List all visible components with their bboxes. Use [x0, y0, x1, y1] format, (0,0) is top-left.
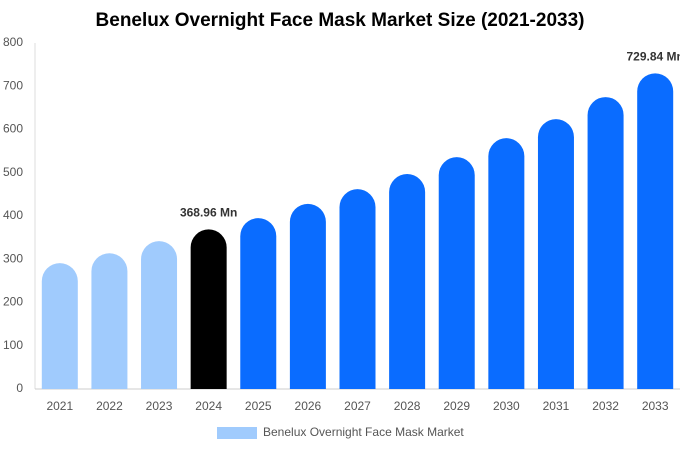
bar: [190, 229, 227, 389]
x-tick-label: 2022: [96, 399, 123, 413]
bar: [91, 253, 128, 389]
x-tick-label: 2031: [543, 399, 570, 413]
x-tick-label: 2029: [443, 399, 470, 413]
legend-swatch: [217, 427, 257, 439]
y-tick-label: 800: [3, 35, 23, 49]
legend-label: Benelux Overnight Face Mask Market: [263, 425, 464, 439]
y-tick-label: 500: [3, 165, 23, 179]
y-tick-label: 100: [3, 338, 23, 352]
x-tick-label: 2032: [592, 399, 619, 413]
x-tick-label: 2021: [46, 399, 73, 413]
x-tick-label: 2027: [344, 399, 371, 413]
value-label: 729.84 Mn: [627, 50, 680, 64]
bar: [389, 174, 426, 389]
x-tick-label: 2025: [245, 399, 272, 413]
bar: [637, 73, 674, 389]
x-tick-label: 2026: [295, 399, 322, 413]
bar: [339, 189, 376, 389]
y-tick-label: 700: [3, 78, 23, 92]
bar: [41, 263, 78, 389]
bar: [141, 241, 178, 389]
x-tick-label: 2028: [394, 399, 421, 413]
bar: [438, 157, 475, 389]
bar: [488, 138, 525, 389]
x-tick-label: 2023: [146, 399, 173, 413]
x-tick-label: 2033: [642, 399, 669, 413]
bar: [240, 218, 277, 389]
x-tick-label: 2024: [195, 399, 222, 413]
bar: [537, 119, 574, 389]
value-label: 368.96 Mn: [180, 206, 237, 220]
y-tick-label: 600: [3, 122, 23, 136]
y-tick-label: 400: [3, 208, 23, 222]
chart-title: Benelux Overnight Face Mask Market Size …: [96, 10, 585, 31]
y-tick-label: 300: [3, 251, 23, 265]
y-tick-label: 0: [16, 381, 23, 395]
y-tick-label: 200: [3, 295, 23, 309]
bar: [289, 203, 326, 389]
x-tick-label: 2030: [493, 399, 520, 413]
bar: [587, 97, 624, 389]
